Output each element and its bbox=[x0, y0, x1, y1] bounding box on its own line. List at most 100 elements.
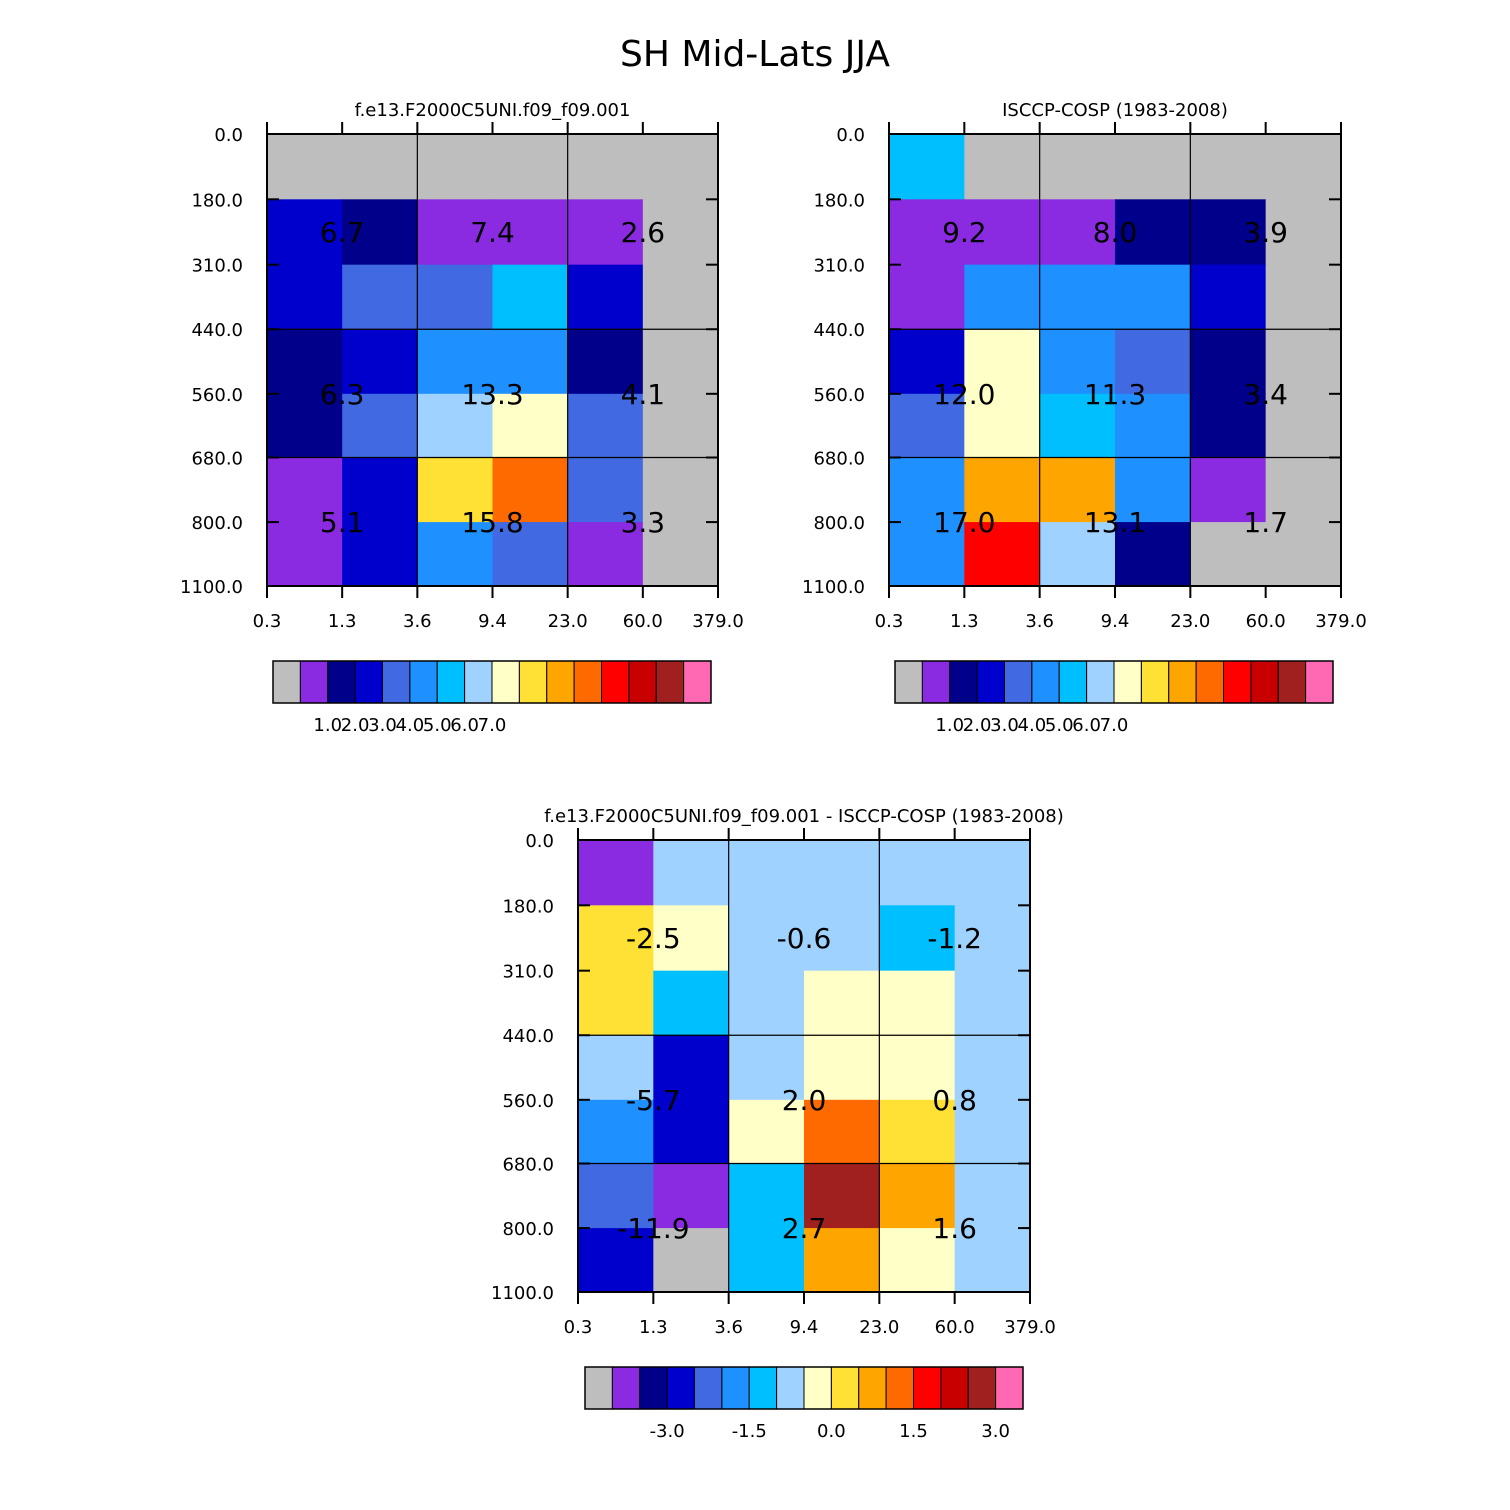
y-tick-label: 310.0 bbox=[191, 256, 243, 277]
x-tick-label: 3.6 bbox=[1025, 611, 1054, 632]
x-tick-label: 1.3 bbox=[639, 1317, 668, 1338]
heatmap-cell bbox=[1115, 134, 1191, 200]
y-tick-label: 440.0 bbox=[813, 320, 865, 341]
y-tick-label: 0.0 bbox=[836, 125, 865, 146]
heatmap-cell bbox=[642, 264, 719, 330]
heatmap-cell bbox=[578, 905, 654, 972]
heatmap-cell bbox=[492, 199, 569, 266]
colorbar-tick-label: -3.0 bbox=[650, 1421, 685, 1442]
heatmap-cell bbox=[804, 1163, 880, 1229]
heatmap-cell bbox=[879, 1099, 956, 1165]
heatmap-cell bbox=[1190, 522, 1267, 587]
x-tick-label: 9.4 bbox=[478, 611, 507, 632]
heatmap-cell bbox=[492, 264, 569, 330]
y-tick-label: 0.0 bbox=[214, 125, 243, 146]
heatmap-cell bbox=[879, 905, 956, 972]
heatmap-cell bbox=[653, 1099, 730, 1165]
x-tick-label: 1.3 bbox=[328, 611, 357, 632]
block-value-label: 8.0 bbox=[1093, 216, 1138, 249]
heatmap-cell bbox=[1265, 264, 1342, 330]
heatmap-cell bbox=[267, 329, 343, 395]
heatmap-cell bbox=[417, 393, 494, 459]
colorbar-swatch bbox=[1277, 660, 1307, 704]
heatmap-cell bbox=[879, 1228, 956, 1293]
x-tick-label: 379.0 bbox=[1004, 1317, 1056, 1338]
heatmap-cell bbox=[954, 1099, 1031, 1165]
colorbar-swatch bbox=[327, 660, 356, 704]
y-tick-label: 1100.0 bbox=[180, 577, 243, 598]
colorbar-tick-label: 3.0 bbox=[981, 1421, 1010, 1442]
colorbar-swatch bbox=[858, 1366, 887, 1410]
y-tick-label: 440.0 bbox=[502, 1026, 554, 1047]
heatmap-cell bbox=[1190, 457, 1267, 523]
colorbar-swatch bbox=[940, 1366, 969, 1410]
colorbar-swatch bbox=[694, 1366, 723, 1410]
heatmap-cell bbox=[954, 840, 1031, 906]
heatmap-cell bbox=[642, 134, 719, 200]
heatmap-cell bbox=[964, 522, 1041, 587]
heatmap-cell bbox=[804, 1035, 880, 1101]
colorbar-swatch bbox=[354, 660, 383, 704]
x-tick-label: 379.0 bbox=[692, 611, 744, 632]
block-value-label: 3.4 bbox=[1243, 378, 1288, 411]
heatmap-cell bbox=[417, 457, 494, 523]
colorbar-tick-label: 7.0 bbox=[478, 715, 507, 736]
heatmap-cell bbox=[1265, 393, 1342, 459]
block-value-label: 9.2 bbox=[942, 216, 987, 249]
block-value-label: 2.0 bbox=[782, 1084, 827, 1117]
heatmap-cell bbox=[728, 1035, 805, 1101]
heatmap-cell bbox=[1039, 199, 1116, 266]
heatmap-cell bbox=[567, 522, 644, 587]
heatmap-cell bbox=[1265, 134, 1342, 200]
heatmap-cell bbox=[1190, 199, 1267, 266]
colorbar-swatch bbox=[1140, 660, 1170, 704]
colorbar-tick-label: 5.0 bbox=[1045, 715, 1074, 736]
colorbar-frame bbox=[584, 1366, 1024, 1410]
heatmap-cell bbox=[578, 840, 654, 906]
y-tick-label: 440.0 bbox=[191, 320, 243, 341]
heatmap-cell bbox=[267, 264, 343, 330]
panel-title: f.e13.F2000C5UNI.f09_f09.001 bbox=[355, 100, 631, 121]
block-value-label: 4.1 bbox=[621, 378, 666, 411]
heatmap-cell bbox=[728, 970, 805, 1036]
colorbar-swatch bbox=[921, 660, 951, 704]
block-value-label: -11.9 bbox=[617, 1212, 689, 1245]
colorbar-tick-label: 4.0 bbox=[1018, 715, 1047, 736]
colorbar-swatch bbox=[976, 660, 1005, 704]
heatmap-cell bbox=[342, 264, 418, 330]
heatmap-cell bbox=[342, 134, 418, 200]
x-tick-label: 9.4 bbox=[790, 1317, 819, 1338]
colorbar-swatch bbox=[721, 1366, 750, 1410]
colorbar-swatch bbox=[584, 1366, 613, 1410]
y-tick-label: 680.0 bbox=[813, 448, 865, 469]
heatmap-cell bbox=[1115, 264, 1191, 330]
colorbar-swatch bbox=[409, 660, 438, 704]
heatmap-cell bbox=[642, 522, 719, 587]
heatmap-cell bbox=[653, 905, 730, 972]
x-tick-label: 0.3 bbox=[253, 611, 282, 632]
heatmap-cell bbox=[1115, 393, 1191, 459]
colorbar-swatch bbox=[601, 660, 630, 704]
heatmap-cell bbox=[1115, 522, 1191, 587]
heatmap-cell bbox=[642, 329, 719, 395]
colorbar-swatch bbox=[803, 1366, 832, 1410]
heatmap-cell bbox=[954, 1035, 1031, 1101]
colorbar-swatch bbox=[1250, 660, 1279, 704]
heatmap-cell bbox=[642, 199, 719, 266]
y-tick-label: 180.0 bbox=[502, 896, 554, 917]
heatmap-cell bbox=[492, 329, 569, 395]
heatmap-cell bbox=[964, 393, 1041, 459]
heatmap-cell bbox=[492, 457, 569, 523]
x-tick-label: 60.0 bbox=[623, 611, 663, 632]
heatmap-cell bbox=[1039, 393, 1116, 459]
block-value-label: 3.3 bbox=[621, 506, 666, 539]
colorbar-swatch bbox=[628, 660, 657, 704]
colorbar-swatch bbox=[1113, 660, 1142, 704]
heatmap-cell bbox=[1039, 264, 1116, 330]
heatmap-cell bbox=[417, 522, 494, 587]
heatmap-cell bbox=[804, 840, 880, 906]
colorbar-swatch bbox=[1031, 660, 1060, 704]
heatmap-cell bbox=[567, 134, 644, 200]
colorbar-swatch bbox=[748, 1366, 778, 1410]
